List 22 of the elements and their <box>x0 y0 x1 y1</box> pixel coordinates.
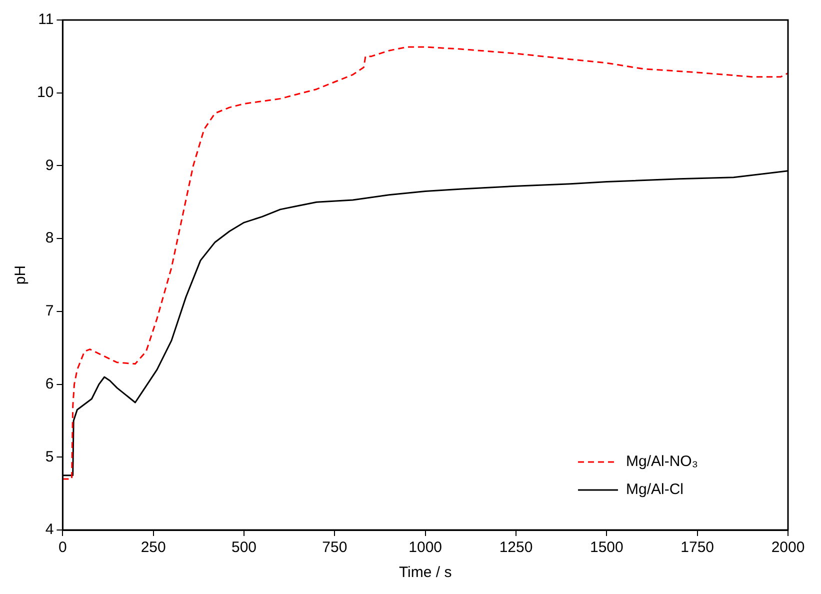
x-tick-label: 2000 <box>771 539 805 556</box>
x-tick-label: 1000 <box>408 539 442 556</box>
x-tick-label: 0 <box>58 539 67 556</box>
legend-label: Mg/Al-Cl <box>626 481 684 498</box>
y-tick-label: 4 <box>45 521 54 538</box>
y-tick-label: 7 <box>45 302 54 320</box>
y-tick-label: 8 <box>45 230 54 247</box>
legend-label: Mg/Al-NO₃ <box>626 453 698 470</box>
x-tick-label: 750 <box>322 539 348 556</box>
x-tick-label: 1750 <box>680 539 714 556</box>
y-tick-label: 5 <box>45 448 54 466</box>
y-tick-label: 11 <box>38 11 54 28</box>
x-tick-label: 250 <box>140 539 166 556</box>
y-tick-label: 6 <box>45 375 54 392</box>
line-series <box>62 46 788 480</box>
y-tick-label: 10 <box>36 84 54 101</box>
x-tick-label: 500 <box>232 539 257 556</box>
x-tick-label: 1250 <box>499 539 533 556</box>
x-tick-label: 1500 <box>590 539 624 556</box>
y-tick-label: 9 <box>45 156 54 174</box>
x-axis-title: Time / s <box>398 564 452 582</box>
y-axis-title: pH <box>12 265 30 285</box>
